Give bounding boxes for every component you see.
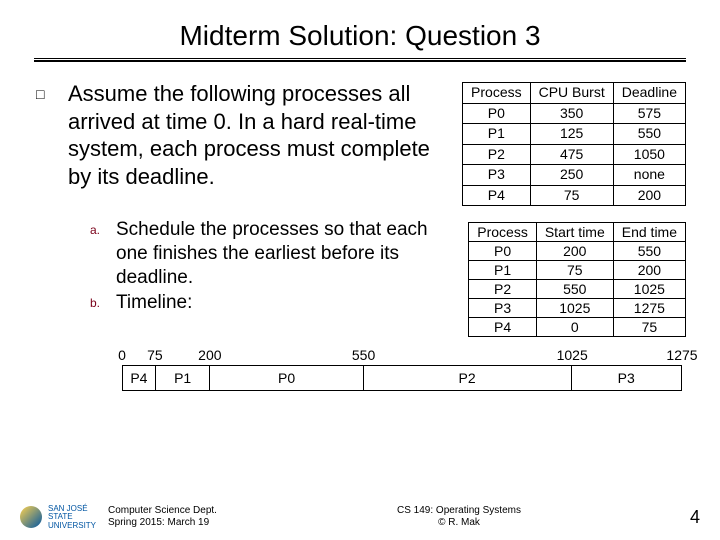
- page-title: Midterm Solution: Question 3: [34, 20, 686, 52]
- t2r0c1: 200: [536, 242, 613, 261]
- title-underline: [34, 58, 686, 62]
- t2r0c2: 550: [613, 242, 685, 261]
- t1r4c2: 200: [613, 185, 685, 206]
- footer-dept: Computer Science Dept.: [108, 505, 217, 516]
- sub-bullets-block: a. Schedule the processes so that each o…: [90, 218, 686, 337]
- timeline-tick: 550: [352, 347, 375, 363]
- timeline-segment: P4: [123, 366, 156, 390]
- t1r1c2: 550: [613, 124, 685, 145]
- t2r1c2: 200: [613, 261, 685, 280]
- t1r0c0: P0: [463, 103, 531, 124]
- footer-course: CS 149: Operating Systems: [397, 505, 521, 516]
- t2-h2: End time: [613, 223, 685, 242]
- timeline: 07520055010251275 P4P1P0P2P3: [122, 347, 682, 391]
- t2r3c2: 1275: [613, 299, 685, 318]
- timeline-tick: 1025: [557, 347, 588, 363]
- timeline-segment: P3: [572, 366, 681, 390]
- sub-letter-a: a.: [90, 218, 106, 237]
- t1r4c1: 75: [530, 185, 613, 206]
- t2r1c1: 75: [536, 261, 613, 280]
- t2-h0: Process: [469, 223, 537, 242]
- t1r3c2: none: [613, 165, 685, 186]
- t2r0c0: P0: [469, 242, 537, 261]
- process-start-end-table: Process Start time End time P0200550 P17…: [468, 222, 686, 337]
- t1r1c1: 125: [530, 124, 613, 145]
- footer-center: CS 149: Operating Systems © R. Mak: [258, 505, 660, 529]
- timeline-ticks: 07520055010251275: [122, 347, 682, 365]
- footer: SAN JOSÉ STATE UNIVERSITY Computer Scien…: [0, 505, 720, 530]
- t2r2c2: 1025: [613, 280, 685, 299]
- sub-text-a: Schedule the processes so that each one …: [116, 218, 458, 289]
- t1r3c0: P3: [463, 165, 531, 186]
- timeline-segment: P2: [364, 366, 572, 390]
- t1r2c2: 1050: [613, 144, 685, 165]
- t1-h1: CPU Burst: [530, 83, 613, 104]
- t1-h2: Deadline: [613, 83, 685, 104]
- t1r1c0: P1: [463, 124, 531, 145]
- t2r2c0: P2: [469, 280, 537, 299]
- sub-letter-b: b.: [90, 291, 106, 310]
- t2r4c0: P4: [469, 318, 537, 337]
- bullet-square-icon: □: [34, 80, 68, 102]
- t1-h0: Process: [463, 83, 531, 104]
- footer-copyright: © R. Mak: [438, 517, 480, 528]
- t1r2c0: P2: [463, 144, 531, 165]
- t2r4c2: 75: [613, 318, 685, 337]
- timeline-tick: 200: [198, 347, 221, 363]
- t1r4c0: P4: [463, 185, 531, 206]
- main-bullet: □ Process CPU Burst Deadline P0350575 P1…: [34, 80, 686, 206]
- timeline-tick: 0: [118, 347, 126, 363]
- timeline-tick: 75: [147, 347, 163, 363]
- university-name: SAN JOSÉ STATE UNIVERSITY: [48, 505, 108, 530]
- footer-left: Computer Science Dept. Spring 2015: Marc…: [108, 505, 258, 529]
- t2-h1: Start time: [536, 223, 613, 242]
- t2r2c1: 550: [536, 280, 613, 299]
- page-number: 4: [660, 507, 700, 528]
- process-burst-deadline-table: Process CPU Burst Deadline P0350575 P112…: [462, 82, 686, 206]
- timeline-tick: 1275: [666, 347, 697, 363]
- sub-item-b: b. Timeline:: [90, 291, 458, 315]
- university-logo-icon: [20, 506, 42, 528]
- t2r3c1: 1025: [536, 299, 613, 318]
- sub-text-b: Timeline:: [116, 291, 192, 315]
- sub-item-a: a. Schedule the processes so that each o…: [90, 218, 458, 289]
- t1r2c1: 475: [530, 144, 613, 165]
- timeline-bar: P4P1P0P2P3: [122, 365, 682, 391]
- t2r1c0: P1: [469, 261, 537, 280]
- footer-term: Spring 2015: March 19: [108, 517, 209, 528]
- t2r3c0: P3: [469, 299, 537, 318]
- t1r0c2: 575: [613, 103, 685, 124]
- main-text-span: Assume the following processes all arriv…: [68, 81, 430, 189]
- main-text-with-table: Process CPU Burst Deadline P0350575 P112…: [68, 80, 686, 206]
- t2r4c1: 0: [536, 318, 613, 337]
- timeline-segment: P0: [210, 366, 363, 390]
- t1r0c1: 350: [530, 103, 613, 124]
- t1r3c1: 250: [530, 165, 613, 186]
- timeline-segment: P1: [156, 366, 211, 390]
